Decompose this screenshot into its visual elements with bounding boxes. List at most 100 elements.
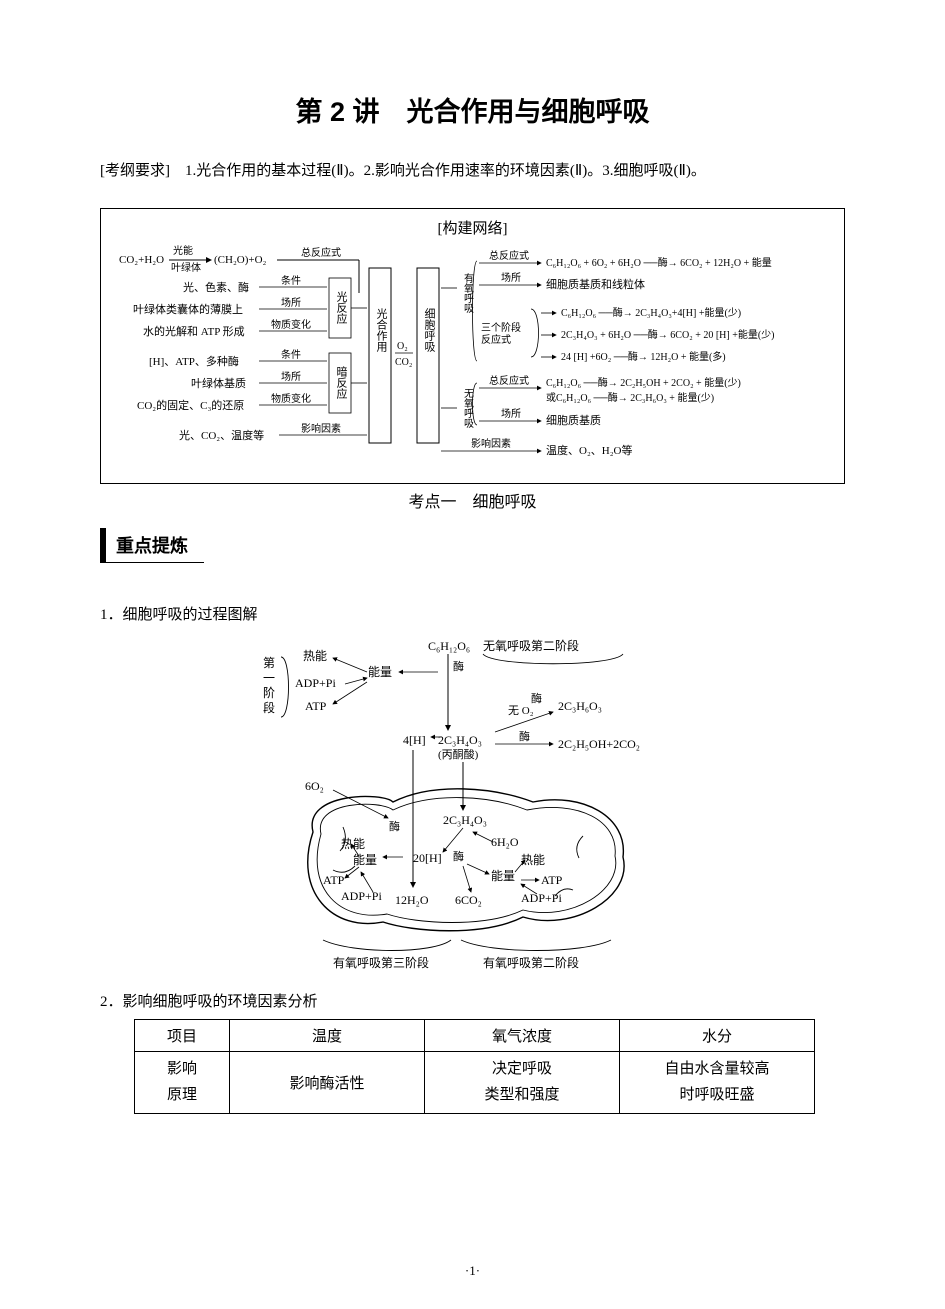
zhongdian-box: 重点提炼 xyxy=(100,528,204,563)
aerobic-site-label: 场所 xyxy=(501,271,521,284)
photo-eq-right: (CH₂O)+O₂ xyxy=(214,254,267,266)
aerobic-site: 细胞质基质和线粒体 xyxy=(546,277,645,291)
glucose: C₆H₁₂O₆ xyxy=(428,639,470,653)
anaerobic-eq2: 或C₆H₁₂O₆ ──酶→ 2C₃H₆O₃ + 能量(少) xyxy=(546,391,714,404)
svg-text:段: 段 xyxy=(263,700,275,715)
pyruvate: 2C₃H₄O₃ xyxy=(438,733,482,747)
enzyme-4: 酶 xyxy=(389,820,400,833)
stage3: 24 [H] +6O₂ ──酶→ 12H₂O + 能量(多) xyxy=(561,350,726,363)
adp-1: ADP+Pi xyxy=(295,676,336,690)
matter-label-2: 物质变化 xyxy=(271,392,311,405)
o2-label: O₂ xyxy=(397,341,408,352)
aerobic-eq-label: 总反应式 xyxy=(489,249,529,262)
anaerobic-site-label: 场所 xyxy=(501,407,521,420)
site-label-1: 场所 xyxy=(281,296,301,309)
page-title: 第 2 讲 光合作用与细胞呼吸 xyxy=(100,90,845,129)
enzyme-2: 酶 xyxy=(531,692,542,705)
network-diagram-box: [构建网络] .t { font-family: "SimSun", serif… xyxy=(100,208,845,484)
mito-pyruvate: 2C₃H₄O₃ xyxy=(443,813,487,827)
aerobic2-label: 有氧呼吸第二阶段 xyxy=(483,955,579,970)
td-row1-label: 影响原理 xyxy=(135,1052,230,1114)
respiration-diagram-svg: .r { font-family: "SimSun", serif; font-… xyxy=(233,632,713,972)
th-temp: 温度 xyxy=(230,1020,425,1052)
aerobic3-label: 有氧呼吸第三阶段 xyxy=(333,955,429,970)
th-item: 项目 xyxy=(135,1020,230,1052)
anaerobic2-label: 无氧呼吸第二阶段 xyxy=(483,638,579,653)
co2-label: CO₂ xyxy=(395,357,412,368)
svg-text:阶: 阶 xyxy=(263,686,275,700)
network-diagram-svg: .t { font-family: "SimSun", serif; font-… xyxy=(111,243,831,473)
td-water: 自由水含量较高时呼吸旺盛 xyxy=(620,1052,815,1114)
atp-2: ATP xyxy=(323,873,345,887)
site-label-2: 场所 xyxy=(281,370,301,383)
light-site: 叶绿体类囊体的薄膜上 xyxy=(133,302,243,316)
matter-label-1: 物质变化 xyxy=(271,318,311,331)
photo-eq-cat1: 光能 xyxy=(173,244,193,257)
cond-label-1: 条件 xyxy=(281,274,301,287)
resp-factor-label: 影响因素 xyxy=(471,437,511,450)
section-2-title: 2．影响细胞呼吸的环境因素分析 xyxy=(100,990,845,1011)
pyruvate-name: (丙酮酸) xyxy=(438,747,479,761)
anaerobic-site: 细胞质基质 xyxy=(546,414,601,427)
dark-reaction-label: 暗反应 xyxy=(335,365,348,400)
twenty-h: 20[H] xyxy=(413,851,442,865)
aerobic-label: 有氧呼吸 xyxy=(462,272,474,314)
dark-site: 叶绿体基质 xyxy=(191,376,246,390)
photo-eq-left: CO₂+H₂O xyxy=(119,254,164,266)
stage2: 2C₃H₄O₃ + 6H₂O ──酶→ 6CO₂ + 20 [H] +能量(少) xyxy=(561,328,775,341)
syllabus-label: [考纲要求] xyxy=(100,163,170,179)
atp-1: ATP xyxy=(305,699,327,713)
first-stage-label: 第 xyxy=(263,656,275,670)
aerobic-eq: C₆H₁₂O₆ + 6O₂ + 6H₂O ──酶→ 6CO₂ + 12H₂O +… xyxy=(546,256,772,269)
three-stages-label: 三个阶段 xyxy=(481,321,521,334)
adp-2: ADP+Pi xyxy=(341,889,382,903)
ethanol: 2C₂H₅OH+2CO₂ xyxy=(558,737,640,751)
lactic: 2C₃H₆O₃ xyxy=(558,699,602,713)
energy-3: 能量 xyxy=(491,869,515,883)
twelve-h2o: 12H₂O xyxy=(395,893,429,907)
light-matter: 水的光解和 ATP 形成 xyxy=(143,324,245,338)
four-h: 4[H] xyxy=(403,733,426,747)
cond-label-2: 条件 xyxy=(281,348,301,361)
page-number: ·1· xyxy=(0,1263,945,1279)
stage1: C₆H₁₂O₆ ──酶→ 2C₃H₄O₃+4[H] +能量(少) xyxy=(561,306,741,319)
no-o2: 无 O₂ xyxy=(508,705,534,717)
anaerobic-label: 无氧呼吸 xyxy=(462,388,474,429)
photo-factors: 光、CO₂、温度等 xyxy=(179,428,264,442)
syllabus-text: 1.光合作用的基本过程(Ⅱ)。2.影响光合作用速率的环境因素(Ⅱ)。3.细胞呼吸… xyxy=(170,163,706,179)
enzyme-1: 酶 xyxy=(453,660,464,673)
resp-factors: 温度、O₂、H₂O等 xyxy=(546,443,633,457)
enzyme-3: 酶 xyxy=(519,730,530,743)
kaodian-heading: 考点一 细胞呼吸 xyxy=(100,488,845,512)
th-water: 水分 xyxy=(620,1020,815,1052)
anaerobic-eq1: C₆H₁₂O₆ ──酶→ 2C₂H₅OH + 2CO₂ + 能量(少) xyxy=(546,376,741,389)
photo-eq-label: 总反应式 xyxy=(301,246,341,259)
dark-matter: CO₂的固定、C₃的还原 xyxy=(137,398,244,412)
env-factors-table: 项目 温度 氧气浓度 水分 影响原理 影响酶活性 决定呼吸类型和强度 自由水含量… xyxy=(134,1019,815,1114)
network-title: [构建网络] xyxy=(111,217,834,238)
td-temp: 影响酶活性 xyxy=(230,1052,425,1114)
syllabus-line: [考纲要求] 1.光合作用的基本过程(Ⅱ)。2.影响光合作用速率的环境因素(Ⅱ)… xyxy=(100,159,845,183)
energy-2: 能量 xyxy=(353,853,377,867)
atp-3: ATP xyxy=(541,873,563,887)
photo-eq-cat2: 叶绿体 xyxy=(171,261,201,274)
table-header-row: 项目 温度 氧气浓度 水分 xyxy=(135,1020,815,1052)
table-row-1: 影响原理 影响酶活性 决定呼吸类型和强度 自由水含量较高时呼吸旺盛 xyxy=(135,1052,815,1114)
heat-1: 热能 xyxy=(303,649,327,663)
svg-text:一: 一 xyxy=(263,671,275,685)
six-co2: 6CO₂ xyxy=(455,893,482,907)
th-o2: 氧气浓度 xyxy=(425,1020,620,1052)
energy-1: 能量 xyxy=(368,665,392,679)
light-cond: 光、色素、酶 xyxy=(183,280,249,294)
section-1-title: 1．细胞呼吸的过程图解 xyxy=(100,603,845,624)
adp-3: ADP+Pi xyxy=(521,891,562,905)
page: 第 2 讲 光合作用与细胞呼吸 [考纲要求] 1.光合作用的基本过程(Ⅱ)。2.… xyxy=(0,0,945,1309)
light-reaction-label: 光反应 xyxy=(335,290,348,325)
td-o2: 决定呼吸类型和强度 xyxy=(425,1052,620,1114)
anaerobic-eq-label: 总反应式 xyxy=(489,374,529,387)
six-h2o: 6H₂O xyxy=(491,835,519,849)
factor-label-1: 影响因素 xyxy=(301,422,341,435)
respiration-label: 细胞呼吸 xyxy=(423,308,436,353)
six-o2: 6O₂ xyxy=(305,779,324,793)
photosynthesis-label: 光合作用 xyxy=(375,307,388,353)
